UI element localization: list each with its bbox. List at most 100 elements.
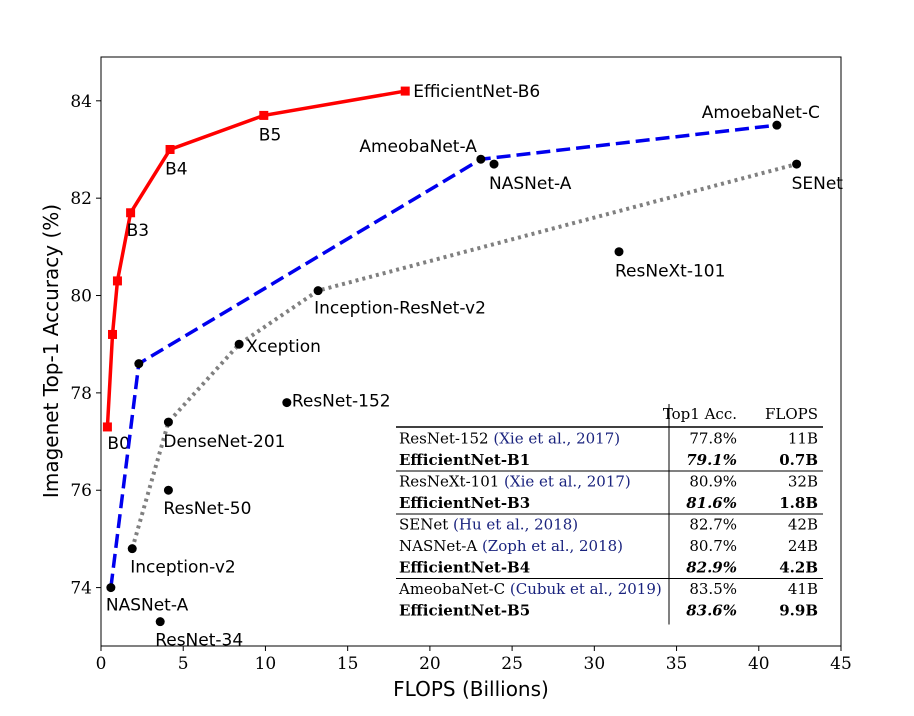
table-acc: 77.8% <box>689 430 737 448</box>
table-background <box>396 400 823 622</box>
table-acc: 82.9% <box>686 559 737 577</box>
table-model: SENet (Hu et al., 2018) <box>399 516 578 534</box>
table-row-nasnet-a: NASNet-A (Zoph et al., 2018) 80.7% 24B <box>399 537 818 555</box>
marker-0-1 <box>108 329 118 339</box>
point-label-resnext-101: ResNeXt-101 <box>615 262 725 282</box>
y-tick-label-0: 74 <box>70 579 92 599</box>
x-tick-label-5: 25 <box>501 654 523 674</box>
point-label-resnet-50: ResNet-50 <box>163 499 251 519</box>
marker-0-4 <box>165 144 175 154</box>
table-model: EfficientNet-B1 <box>399 451 530 469</box>
point-label-b0: B0 <box>107 434 129 454</box>
standalone-points: ResNet-34 ResNet-50 ResNet-152 ResNeXt-101 N… <box>155 159 725 651</box>
point-label-nasnet-a: NASNet-A <box>106 596 189 616</box>
x-tick-label-0: 0 <box>96 654 107 674</box>
x-tick-label-6: 30 <box>584 654 606 674</box>
series-2-dotted-gray: Inception-v2 DenseNet-201 Xception Inceptio… <box>127 159 844 578</box>
point-resnet-152 <box>282 398 292 408</box>
x-axis-label: FLOPS (Billions) <box>393 677 549 701</box>
table-row-efficientnet-b1: EfficientNet-B1 79.1% 0.7B <box>399 451 818 469</box>
x-tick-label-8: 40 <box>748 654 770 674</box>
x-tick-label-2: 10 <box>255 654 277 674</box>
marker-0-3 <box>126 208 136 218</box>
point-label-resnet-152: ResNet-152 <box>292 392 391 412</box>
table-row-efficientnet-b5: EfficientNet-B5 83.6% 9.9B <box>399 602 818 620</box>
y-tick-label-4: 82 <box>70 189 92 209</box>
marker-1-3 <box>772 120 782 130</box>
series-layer: B0 B3 B4 B5 EfficientNet-B6 NASNet-A AmeobaNet… <box>102 82 844 616</box>
comparison-table: Top1 Acc. FLOPS ResNet-152 (Xie et al., 20… <box>396 400 823 625</box>
table-acc: 80.7% <box>689 537 737 555</box>
point-label-densenet-201: DenseNet-201 <box>163 432 285 452</box>
table-acc: 80.9% <box>689 473 737 491</box>
y-tick-label-3: 80 <box>70 287 92 307</box>
table-header-acc: Top1 Acc. <box>663 405 737 423</box>
y-tick-label-2: 78 <box>70 384 92 404</box>
x-tick-label-9: 45 <box>830 654 852 674</box>
point-label-ameobanet-a: AmeobaNet-A <box>359 137 477 157</box>
marker-0-6 <box>400 86 410 96</box>
marker-2-2 <box>234 339 244 349</box>
series-0-solid-red-square: B0 B3 B4 B5 EfficientNet-B6 <box>102 82 540 454</box>
point-label-b5: B5 <box>259 125 281 145</box>
table-flops: 4.2B <box>779 559 818 577</box>
table-model: EfficientNet-B4 <box>399 559 530 577</box>
point-label-resnet-34: ResNet-34 <box>155 631 243 651</box>
table-header-flops: FLOPS <box>765 405 818 423</box>
marker-0-0 <box>102 422 112 432</box>
point-nasnet-a <box>489 159 499 169</box>
marker-1-0 <box>106 583 116 593</box>
plot-frame <box>100 56 842 647</box>
point-label-xception: Xception <box>246 337 321 357</box>
point-label-senet: SENet <box>792 174 844 194</box>
table-model: AmeobaNet-C (Cubuk et al., 2019) <box>398 580 662 598</box>
table-flops: 32B <box>788 473 818 491</box>
table-model: EfficientNet-B3 <box>399 494 530 512</box>
table-model: ResNet-152 (Xie et al., 2017) <box>399 430 620 448</box>
table-flops: 41B <box>788 580 818 598</box>
point-resnet-50 <box>163 485 173 495</box>
x-tick-label-7: 35 <box>666 654 688 674</box>
series-1-dashed-blue: NASNet-A AmeobaNet-A AmoebaNet-C <box>106 103 820 615</box>
table-acc: 79.1% <box>686 451 737 469</box>
point-label-b4: B4 <box>165 159 187 179</box>
table-flops: 42B <box>788 516 818 534</box>
marker-2-4 <box>792 159 802 169</box>
point-resnext-101 <box>614 247 624 257</box>
point-label-b3: B3 <box>127 221 149 241</box>
table-flops: 24B <box>788 537 818 555</box>
table-flops: 11B <box>788 430 818 448</box>
marker-1-1 <box>134 359 144 369</box>
marker-0-5 <box>259 110 269 120</box>
y-tick-label-5: 84 <box>70 92 92 112</box>
point-label-inception-resnet-v2: Inception-ResNet-v2 <box>314 299 486 319</box>
series-line-2 <box>130 162 798 550</box>
table-flops: 1.8B <box>779 494 818 512</box>
marker-2-1 <box>163 417 173 427</box>
table-acc: 83.5% <box>689 580 737 598</box>
table-row-resnet-152: ResNet-152 (Xie et al., 2017) 77.8% 11B <box>399 430 818 448</box>
table-flops: 0.7B <box>779 451 818 469</box>
table-row-ameobanet-c: AmeobaNet-C (Cubuk et al., 2019) 83.5% 41B <box>398 580 818 598</box>
series-line-1 <box>109 123 778 588</box>
point-label-efficientnet-b6: EfficientNet-B6 <box>413 82 540 102</box>
table-model: EfficientNet-B5 <box>399 602 530 620</box>
point-resnet-34 <box>155 617 165 627</box>
table-row-resnext-101: ResNeXt-101 (Xie et al., 2017) 80.9% 32B <box>399 473 818 491</box>
marker-2-3 <box>313 286 323 296</box>
table-flops: 9.9B <box>779 602 818 620</box>
table-row-efficientnet-b3: EfficientNet-B3 81.6% 1.8B <box>399 494 818 512</box>
point-label-nasnet-a: NASNet-A <box>489 174 572 194</box>
axes: 0 5 10 15 20 25 30 35 40 45 74 76 78 80 82 84 <box>70 92 851 674</box>
x-tick-label-3: 15 <box>337 654 359 674</box>
marker-2-0 <box>127 544 137 554</box>
table-acc: 82.7% <box>689 516 737 534</box>
table-row-efficientnet-b4: EfficientNet-B4 82.9% 4.2B <box>399 559 818 577</box>
y-axis-label: Imagenet Top-1 Accuracy (%) <box>39 204 63 498</box>
marker-1-2 <box>476 154 486 164</box>
table-acc: 83.6% <box>686 602 737 620</box>
x-tick-label-4: 20 <box>419 654 441 674</box>
point-label-amoebanet-c: AmoebaNet-C <box>702 103 820 123</box>
table-model: ResNeXt-101 (Xie et al., 2017) <box>399 473 631 491</box>
